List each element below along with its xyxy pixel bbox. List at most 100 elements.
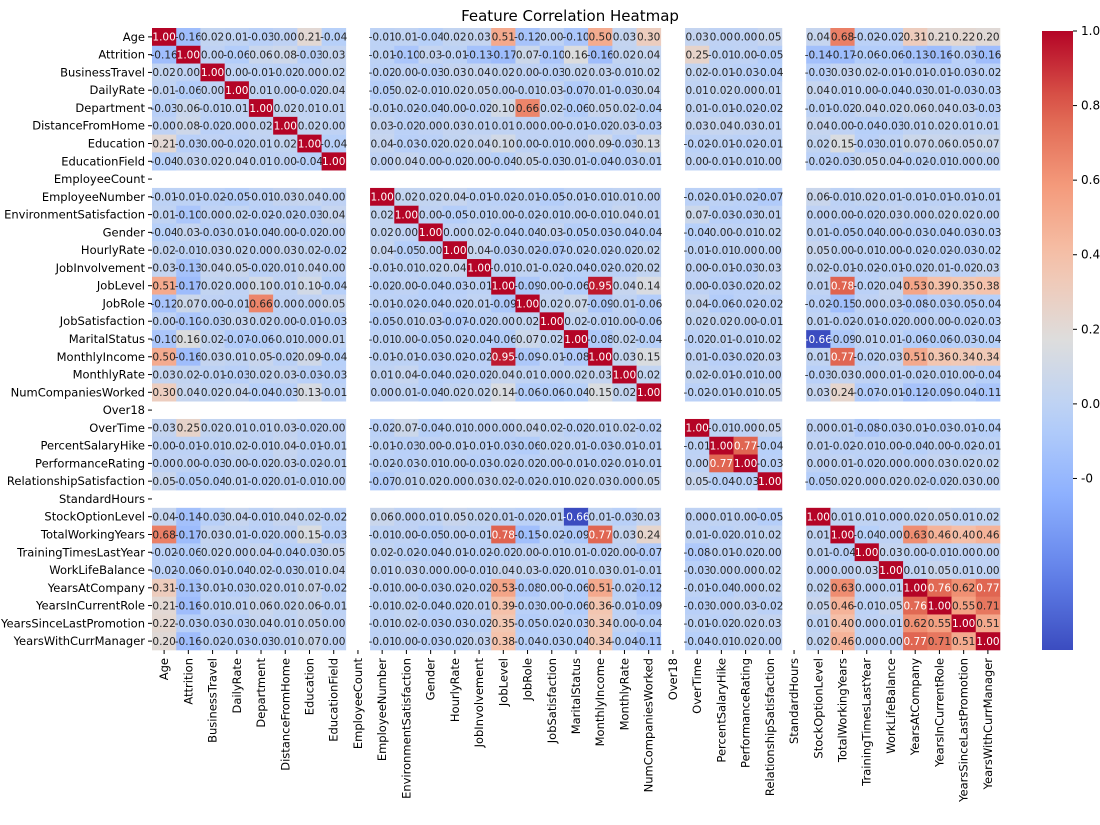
heatmap-cell [491,365,516,384]
cell-value-label: 0.03 [395,565,418,577]
cell-value-label: -0.02 [587,547,614,559]
cell-value-label: -0.01 [369,298,396,310]
y-tick-label: DistanceFromHome [32,119,145,133]
heatmap-cell [757,365,783,384]
cell-value-label: 0.04 [274,512,298,524]
cell-value-label: 0.03 [758,263,781,275]
cell-value-label: -0.05 [223,192,250,204]
cell-value-label: 0.02 [177,369,200,381]
cell-value-label: -0.05 [805,476,832,488]
cell-value-label: -0.03 [393,138,420,150]
heatmap-cell [273,205,298,224]
cell-value-label: 0.20 [976,32,999,44]
heatmap-cell [588,45,613,64]
cell-value-label: -0.03 [175,618,202,630]
cell-value-label: -0.03 [538,156,565,168]
heatmap-cell [370,259,395,278]
heatmap-cell [757,134,783,153]
cell-value-label: 0.03 [879,298,902,310]
heatmap-cell [394,152,419,171]
heatmap-cell [224,81,250,100]
cell-value-label: -0.03 [684,565,711,577]
heatmap-cell [248,330,274,349]
cell-value-label: 0.04 [467,245,491,257]
cell-value-label: 1.00 [492,280,515,292]
cell-value-label: -0.03 [320,369,347,381]
heatmap-cell [491,187,516,207]
heatmap-cell [297,187,322,207]
heatmap-cell [321,28,347,47]
cell-value-label: 0.66 [249,298,273,310]
cell-value-label: 0.00 [322,227,345,239]
heatmap-cell [491,294,516,313]
heatmap-cell [297,63,322,82]
x-tick-label: Attrition [181,658,195,705]
heatmap-cell [878,330,904,349]
cell-value-label: -0.02 [611,263,638,275]
cell-value-label: 0.06 [928,138,952,150]
y-tick-label: DailyRate [90,83,145,97]
heatmap-cell [176,259,201,278]
cell-value-label: -0.04 [490,227,517,239]
cell-value-label: -0.03 [950,334,977,346]
cell-value-label: 0.15 [589,387,612,399]
heatmap-cell [588,63,613,82]
heatmap-cell [200,365,225,384]
cell-value-label: 0.01 [274,476,297,488]
cell-value-label: 0.62 [952,583,975,595]
cell-value-label: 0.02 [443,387,466,399]
heatmap-cell [612,276,637,295]
cell-value-label: 0.01 [855,334,878,346]
cell-value-label: -0.02 [466,618,493,630]
heatmap-cell [563,116,589,135]
cell-value-label: -0.12 [151,298,178,310]
cell-value-label: 0.00 [734,49,757,61]
cell-value-label: -0.02 [223,138,250,150]
cell-value-label: 0.02 [540,440,563,452]
cell-value-label: 0.34 [952,352,976,364]
heatmap-cell [466,63,492,82]
cell-value-label: -0.06 [926,334,953,346]
cell-value-label: 0.00 [225,67,248,79]
heatmap-cell [903,116,928,135]
cell-value-label: 0.13 [298,387,321,399]
cell-value-label: -0.08 [902,298,929,310]
cell-value-label: -0.01 [635,440,662,452]
heatmap-cell [733,347,759,366]
cell-value-label: 0.01 [879,334,902,346]
x-tick-label: MaritalStatus [569,658,583,734]
cell-value-label: 0.01 [249,156,272,168]
cell-value-label: 0.01 [807,547,830,559]
cell-value-label: -0.01 [538,138,565,150]
cell-value-label: -0.03 [950,85,977,97]
cell-value-label: 0.03 [177,156,200,168]
cell-value-label: 0.03 [443,121,466,133]
cell-value-label: 0.04 [225,512,249,524]
cell-value-label: 0.02 [734,636,757,648]
cell-value-label: 0.00 [322,636,345,648]
cell-value-label: -0.01 [611,440,638,452]
cell-value-label: 0.51 [492,32,515,44]
heatmap-cell [515,28,540,47]
heatmap-cell [248,347,274,366]
cell-value-label: 0.00 [879,245,902,257]
cell-value-label: -0.01 [635,458,662,470]
cell-value-label: 0.02 [637,67,660,79]
cell-value-label: 0.00 [274,32,297,44]
cell-value-label: -0.01 [950,423,977,435]
heatmap-cell [927,347,952,366]
cell-value-label: 0.02 [928,209,951,221]
cell-value-label: -0.01 [175,245,202,257]
heatmap-cell [321,259,347,278]
cell-value-label: 0.77 [734,440,757,452]
x-tick-label: EducationField [327,658,341,742]
heatmap-cell [248,187,274,207]
heatmap-cell [951,383,977,402]
heatmap-cell [418,241,444,260]
heatmap-cell [709,347,734,366]
heatmap-cell [806,63,831,82]
heatmap-cell [757,28,783,47]
heatmap-cell [563,28,589,47]
heatmap-cell [830,99,855,118]
